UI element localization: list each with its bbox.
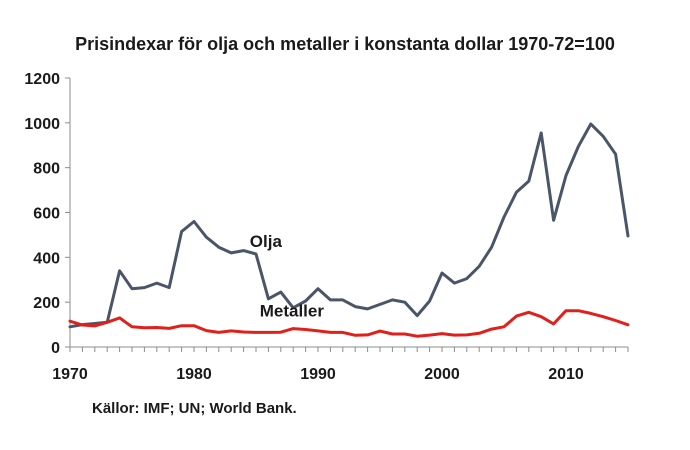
axes — [65, 77, 629, 352]
source-note: Källor: IMF; UN; World Bank. — [92, 400, 297, 417]
y-tick-label: 800 — [33, 161, 60, 178]
x-tick-label: 1990 — [300, 366, 336, 383]
series-label-metaller: Metaller — [260, 302, 325, 321]
y-tick-label: 200 — [33, 295, 60, 312]
y-tick-label: 1000 — [24, 116, 60, 133]
y-tick-label: 1200 — [24, 71, 60, 88]
x-tick-label: 1980 — [176, 366, 212, 383]
series-label-olja: Olja — [250, 232, 283, 251]
y-tick-label: 600 — [33, 206, 60, 223]
series-line-metaller — [68, 309, 630, 338]
series-lines — [68, 122, 630, 338]
series-labels: Olja Metaller — [250, 232, 325, 320]
chart-title: Prisindexar för olja och metaller i kons… — [75, 34, 615, 54]
x-tick-label: 2010 — [548, 366, 584, 383]
x-tick-label: 2000 — [424, 366, 460, 383]
y-tick-label: 0 — [51, 340, 60, 357]
series-line-olja — [68, 122, 630, 329]
x-tick-label: 1970 — [52, 366, 88, 383]
y-tick-label: 400 — [33, 250, 60, 267]
tick-labels: 0 200 400 600 800 1000 1200 1970 1980 1990 2000 201… — [24, 71, 583, 383]
